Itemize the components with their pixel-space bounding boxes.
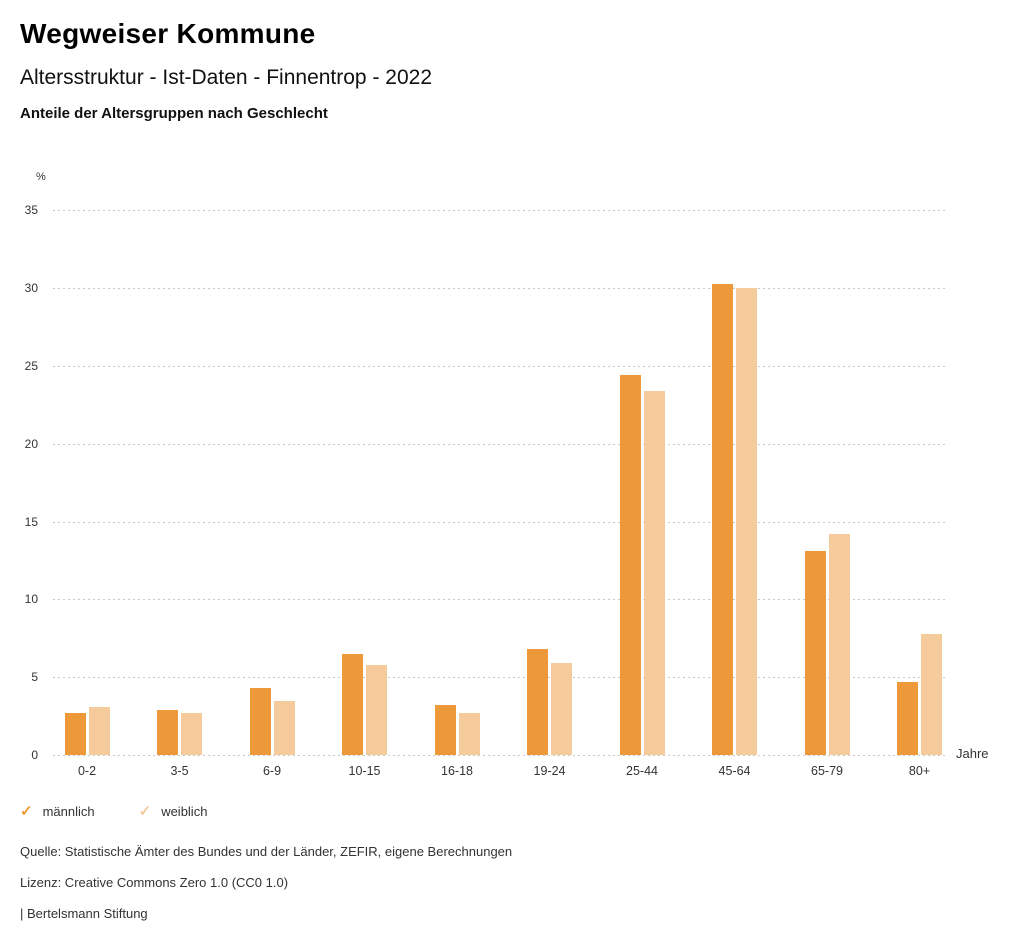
y-tick-label: 5 [31, 670, 38, 684]
y-tick-label: 20 [24, 437, 38, 451]
bar-weiblich-6-9[interactable] [273, 701, 295, 755]
gridline [53, 599, 947, 600]
y-tick-label: 25 [24, 359, 38, 373]
x-tick-label: 0-2 [77, 764, 97, 778]
legend-item-label: männlich [42, 803, 95, 819]
gridline [53, 444, 947, 445]
bar-maennlich-0-2[interactable] [64, 713, 86, 755]
bar-weiblich-25-44[interactable] [643, 391, 665, 755]
gridline [53, 366, 947, 367]
bar-weiblich-0-2[interactable] [88, 707, 110, 755]
x-tick-label: 3-5 [170, 764, 189, 778]
x-tick-label: 65-79 [811, 764, 843, 778]
bar-maennlich-3-5[interactable] [157, 710, 178, 755]
y-axis-unit-label: % [36, 171, 46, 183]
legend: ✓ männlich ✓ weiblich [20, 802, 251, 820]
bar-maennlich-45-64[interactable] [712, 284, 733, 755]
x-tick-label: 80+ [908, 764, 931, 778]
bar-weiblich-65-79[interactable] [828, 534, 850, 755]
bar-weiblich-10-15[interactable] [366, 665, 387, 755]
x-tick-label: 6-9 [262, 764, 282, 778]
check-icon: ✓ [138, 803, 152, 820]
bar-maennlich-10-15[interactable] [342, 654, 363, 755]
legend-item-label: weiblich [161, 803, 208, 819]
x-tick-label: 16-18 [441, 764, 473, 778]
bar-weiblich-19-24[interactable] [551, 663, 572, 755]
y-tick-label: 10 [24, 592, 38, 606]
gridline [53, 288, 947, 289]
license-text: Lizenz: Creative Commons Zero 1.0 (CC0 1… [20, 875, 289, 890]
legend-item-weiblich[interactable]: ✓ weiblich [139, 802, 208, 820]
gridline [53, 522, 947, 523]
bar-maennlich-19-24[interactable] [527, 649, 548, 755]
gridline [53, 210, 947, 211]
bar-maennlich-80+[interactable] [897, 682, 918, 755]
x-axis-title: Jahre [956, 746, 989, 761]
source-text: Quelle: Statistische Ämter des Bundes un… [20, 844, 513, 859]
bar-maennlich-25-44[interactable] [619, 375, 641, 755]
bar-weiblich-45-64[interactable] [736, 288, 757, 755]
y-tick-label: 0 [31, 748, 38, 762]
bar-weiblich-16-18[interactable] [458, 713, 480, 755]
chart-subtitle: Altersstruktur - Ist-Daten - Finnentrop … [20, 66, 432, 89]
page-title: Wegweiser Kommune [20, 18, 316, 49]
bar-maennlich-6-9[interactable] [249, 688, 271, 755]
gridline [53, 677, 947, 678]
x-tick-label: 45-64 [718, 764, 751, 778]
chart-description: Anteile der Altersgruppen nach Geschlech… [20, 105, 328, 122]
gridline [53, 755, 947, 756]
legend-item-maennlich[interactable]: ✓ männlich [20, 802, 95, 820]
x-tick-label: 19-24 [533, 764, 566, 778]
y-tick-label: 15 [24, 515, 38, 529]
bar-weiblich-80+[interactable] [921, 634, 942, 755]
x-tick-label: 25-44 [626, 764, 658, 778]
bar-maennlich-16-18[interactable] [434, 705, 456, 755]
bar-weiblich-3-5[interactable] [181, 713, 202, 755]
y-tick-label: 30 [24, 281, 38, 295]
check-icon: ✓ [20, 803, 33, 820]
y-tick-label: 35 [24, 203, 38, 217]
attribution-text: | Bertelsmann Stiftung [20, 906, 148, 921]
x-tick-label: 10-15 [348, 764, 381, 778]
bar-maennlich-65-79[interactable] [804, 551, 826, 755]
